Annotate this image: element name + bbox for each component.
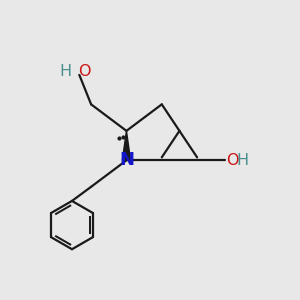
- Polygon shape: [122, 131, 130, 160]
- Text: O: O: [226, 153, 239, 168]
- Text: H: H: [60, 64, 72, 79]
- Text: O: O: [78, 64, 90, 79]
- Text: H: H: [236, 153, 248, 168]
- Text: N: N: [119, 151, 134, 169]
